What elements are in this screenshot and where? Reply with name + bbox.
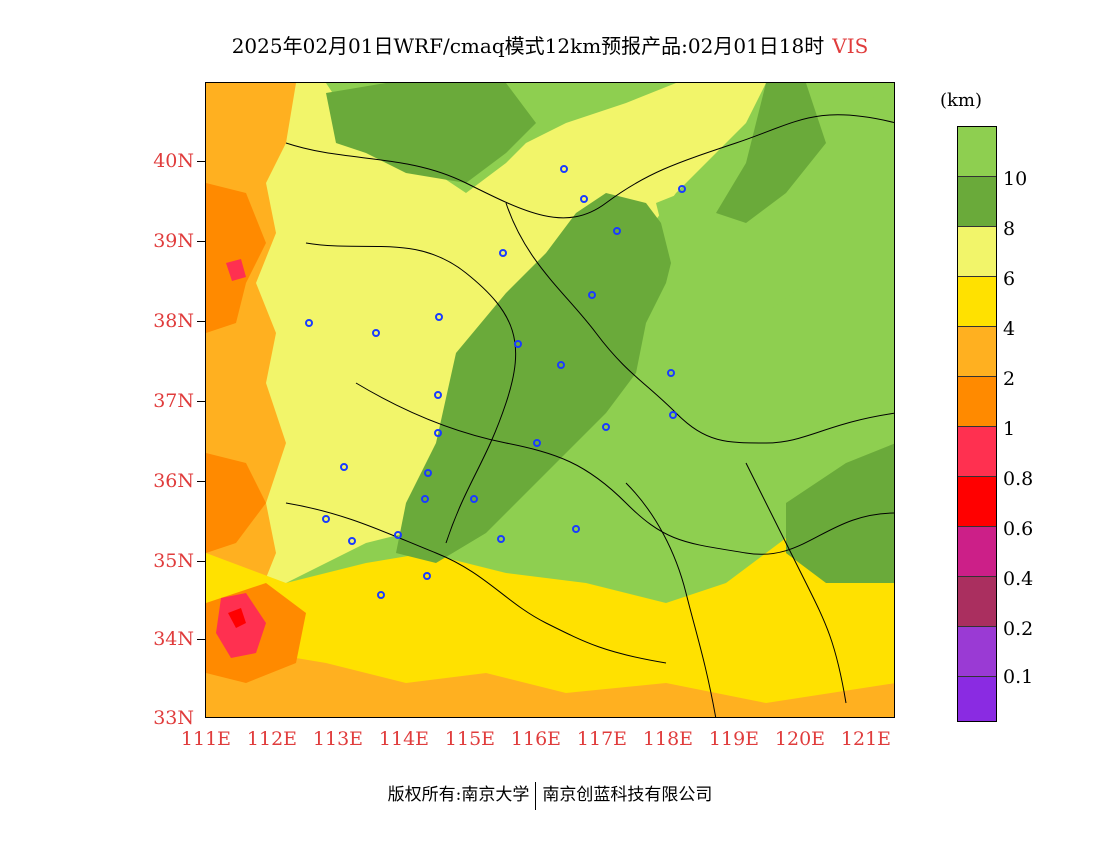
lat-tick: [197, 401, 205, 402]
legend-unit: (km): [940, 90, 983, 111]
lat-tick: [197, 161, 205, 162]
lon-label-119e: 119E: [708, 728, 760, 750]
legend-swatch-8-10: [958, 177, 996, 227]
lat-label-40n: 40N: [153, 150, 194, 172]
title-text: 2025年02月01日WRF/cmaq模式12km预报产品:02月01日18时: [231, 34, 825, 58]
legend-label: 8: [1003, 218, 1016, 240]
lat-tick: [197, 321, 205, 322]
lon-label-120e: 120E: [774, 728, 826, 750]
legend-swatch-0.6-0.8: [958, 477, 996, 527]
lat-label-36n: 36N: [153, 470, 194, 492]
legend-label: 2: [1003, 368, 1016, 390]
copyright-owner: 版权所有:南京大学: [387, 785, 530, 805]
map-title: 2025年02月01日WRF/cmaq模式12km预报产品:02月01日18时 V…: [0, 30, 1100, 59]
legend-swatch-6-8: [958, 227, 996, 277]
footer-divider: [535, 781, 537, 810]
lon-label-113e: 113E: [312, 728, 364, 750]
copyright-company: 南京创蓝科技有限公司: [542, 785, 713, 805]
legend-label: 0.1: [1003, 666, 1034, 688]
copyright-footer: 版权所有:南京大学 南京创蓝科技有限公司: [0, 780, 1100, 810]
lat-tick: [197, 241, 205, 242]
lon-label-121e: 121E: [840, 728, 892, 750]
lat-label-37n: 37N: [153, 390, 194, 412]
legend-swatch-0.2-0.4: [958, 577, 996, 627]
legend-label: 10: [1003, 168, 1028, 190]
lon-label-117e: 117E: [576, 728, 628, 750]
lon-label-115e: 115E: [444, 728, 496, 750]
lat-label-34n: 34N: [153, 628, 194, 650]
legend-swatch-4-6: [958, 277, 996, 327]
legend-label: 0.8: [1003, 468, 1034, 490]
lat-tick: [197, 561, 205, 562]
legend-label: 1: [1003, 418, 1016, 440]
lon-label-114e: 114E: [378, 728, 430, 750]
color-legend: [957, 126, 997, 722]
legend-swatch-lt0.1: [958, 677, 996, 721]
lat-label-33n: 33N: [153, 707, 194, 729]
lat-label-39n: 39N: [153, 230, 194, 252]
lat-tick: [197, 481, 205, 482]
legend-swatch-gt10: [958, 127, 996, 177]
lon-label-112e: 112E: [246, 728, 298, 750]
lon-label-118e: 118E: [642, 728, 694, 750]
legend-swatch-0.4-0.6: [958, 527, 996, 577]
lon-label-116e: 116E: [510, 728, 562, 750]
lat-tick: [197, 639, 205, 640]
legend-swatch-0.8-1: [958, 427, 996, 477]
lat-label-35n: 35N: [153, 550, 194, 572]
legend-swatch-0.1-0.2: [958, 627, 996, 677]
legend-label: 0.4: [1003, 568, 1034, 590]
legend-swatch-1-2: [958, 377, 996, 427]
visibility-field: [206, 83, 894, 717]
lon-label-111e: 111E: [180, 728, 232, 750]
legend-label: 0.2: [1003, 618, 1034, 640]
variable-label: VIS: [832, 34, 869, 58]
legend-label: 6: [1003, 268, 1016, 290]
legend-label: 4: [1003, 318, 1016, 340]
lat-label-38n: 38N: [153, 310, 194, 332]
legend-label: 0.6: [1003, 518, 1034, 540]
visibility-map: [205, 82, 895, 718]
legend-swatch-2-4: [958, 327, 996, 377]
